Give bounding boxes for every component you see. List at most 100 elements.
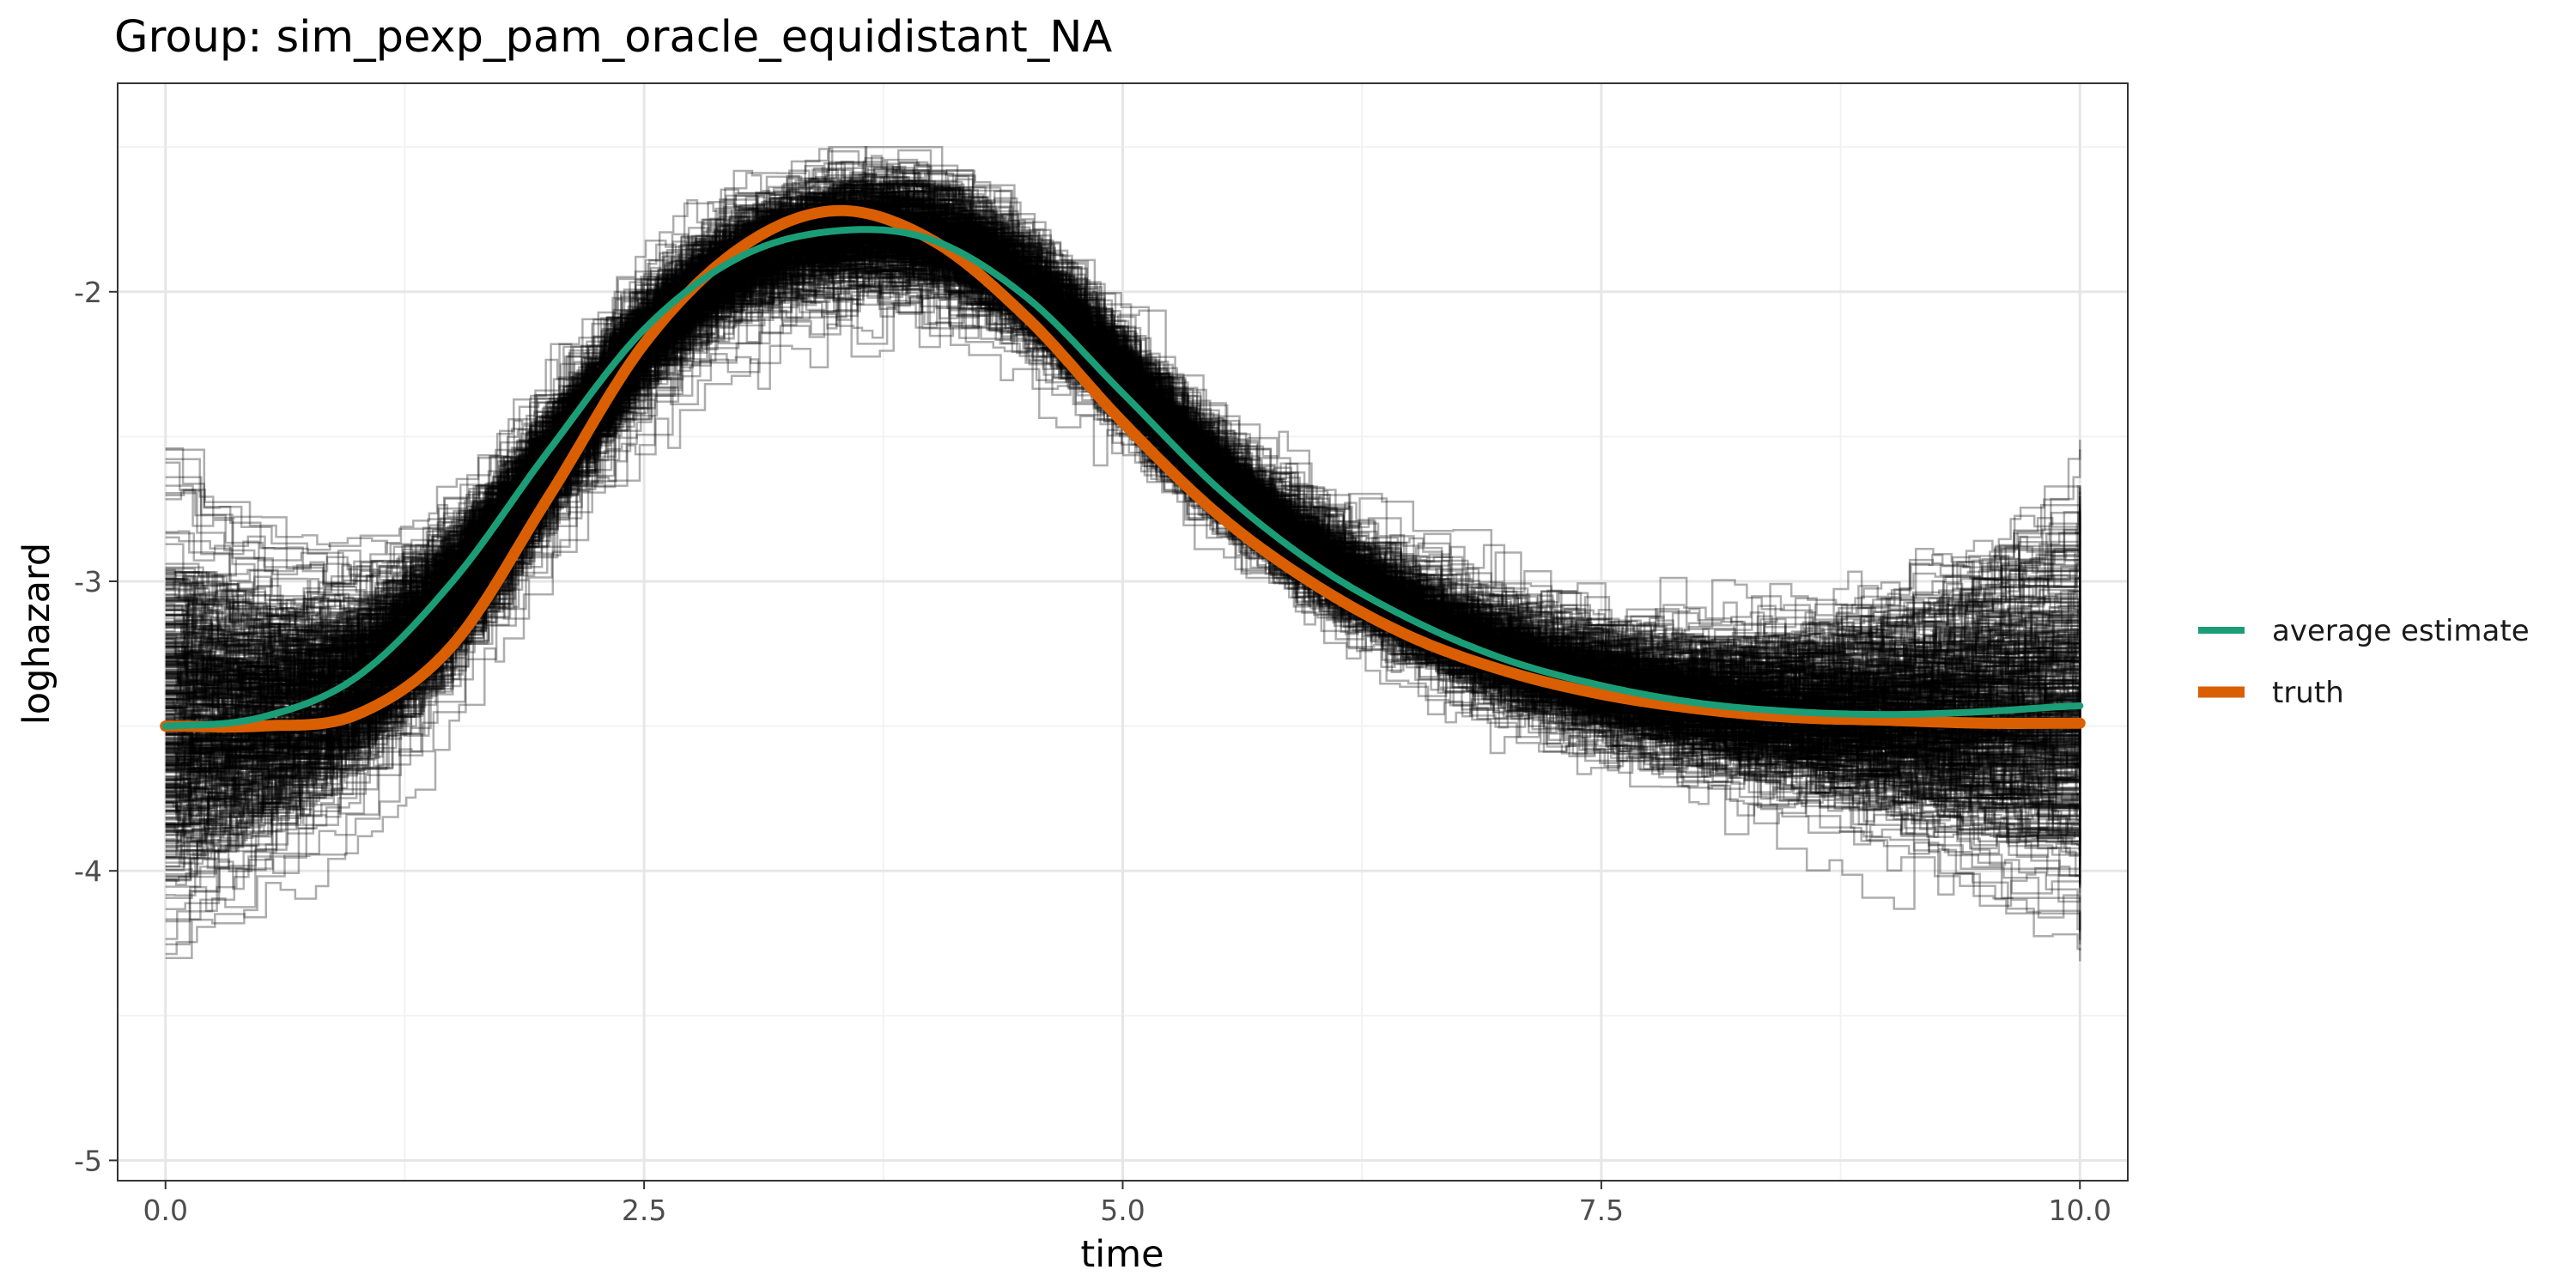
- simulation-run-line: [165, 216, 2081, 836]
- simulation-run-line: [165, 207, 2081, 865]
- simulation-run-line: [165, 191, 2081, 765]
- simulation-run-line: [165, 203, 2081, 931]
- legend-label: average estimate: [2272, 614, 2530, 648]
- simulation-run-line: [165, 238, 2081, 745]
- simulation-run-line: [165, 197, 2081, 720]
- simulation-run-line: [165, 230, 2081, 695]
- simulation-run-line: [165, 210, 2081, 817]
- simulation-run-line: [165, 176, 2081, 962]
- simulation-run-line: [165, 205, 2081, 761]
- simulation-run-line: [165, 187, 2081, 835]
- simulation-run-line: [165, 252, 2081, 772]
- simulation-run-line: [165, 155, 2081, 956]
- simulation-run-line: [165, 169, 2081, 791]
- legend: average estimate truth: [2198, 614, 2530, 710]
- simulation-run-line: [165, 246, 2081, 781]
- simulation-run-line: [165, 222, 2081, 884]
- simulation-run-line: [165, 214, 2081, 793]
- simulation-run-line: [165, 188, 2081, 751]
- simulation-run-line: [165, 182, 2081, 876]
- simulation-run-line: [165, 164, 2081, 836]
- simulation-run-line: [165, 224, 2081, 765]
- simulation-run-line: [165, 200, 2081, 766]
- simulation-run-line: [165, 169, 2081, 817]
- simulation-run-line: [165, 197, 2081, 762]
- simulation-run-line: [165, 220, 2081, 789]
- simulation-run-line: [165, 183, 2081, 779]
- simulation-run-line: [165, 234, 2081, 815]
- simulation-run-line: [165, 217, 2081, 910]
- simulation-run-line: [165, 217, 2081, 881]
- simulation-run-line: [165, 242, 2081, 723]
- simulation-run-line: [165, 187, 2081, 756]
- simulation-run-line: [165, 218, 2081, 836]
- simulation-run-line: [165, 229, 2081, 708]
- simulation-run-line: [165, 183, 2081, 776]
- simulation-run-line: [165, 210, 2081, 755]
- simulation-run-line: [165, 212, 2081, 792]
- simulation-run-line: [165, 212, 2081, 687]
- simulation-run-line: [165, 200, 2081, 831]
- y-axis-title: loghazard: [15, 543, 58, 725]
- simulation-run-line: [165, 283, 2081, 740]
- simulation-run-line: [165, 222, 2081, 715]
- simulation-run-line: [165, 186, 2081, 746]
- simulation-run-line: [165, 226, 2081, 713]
- simulation-run-line: [165, 234, 2081, 655]
- simulation-run-line: [165, 223, 2081, 842]
- simulation-run-line: [165, 251, 2081, 690]
- simulation-run-line: [165, 222, 2081, 773]
- simulation-run-line: [165, 211, 2081, 687]
- simulation-run-line: [165, 226, 2081, 884]
- simulation-run-line: [165, 191, 2081, 857]
- simulation-run-line: [165, 222, 2081, 748]
- simulation-run-line: [165, 168, 2081, 769]
- simulation-run-line: [165, 189, 2081, 758]
- simulation-run-line: [165, 217, 2081, 735]
- series-line-truth: [160, 204, 2086, 733]
- simulation-run-line: [165, 194, 2081, 753]
- y-axis: -5 -4 -3 -2: [74, 276, 118, 1177]
- simulation-run-line: [165, 221, 2081, 710]
- simulation-run-line: [165, 205, 2081, 772]
- simulation-run-line: [165, 189, 2081, 795]
- simulation-run-line: [165, 198, 2081, 866]
- simulation-run-line: [165, 195, 2081, 812]
- x-tick-label: 0.0: [143, 1194, 187, 1227]
- simulation-run-line: [165, 161, 2081, 799]
- simulation-run-line: [165, 265, 2081, 826]
- simulation-run-line: [165, 205, 2081, 786]
- simulation-run-line: [165, 195, 2081, 767]
- simulation-run-line: [165, 238, 2081, 752]
- simulation-run-line: [165, 230, 2081, 845]
- simulation-run-line: [165, 203, 2081, 829]
- simulation-run-line: [165, 220, 2081, 705]
- simulation-run-line: [165, 167, 2081, 786]
- simulation-run-line: [165, 233, 2081, 706]
- simulation-run-line: [165, 197, 2081, 805]
- simulation-run-line: [165, 204, 2081, 777]
- x-tick-label: 2.5: [622, 1194, 666, 1227]
- simulation-run-line: [165, 212, 2081, 787]
- simulation-run-line: [165, 172, 2081, 775]
- simulation-run-line: [165, 213, 2081, 878]
- simulation-run-line: [165, 183, 2081, 761]
- simulation-run-line: [165, 202, 2081, 751]
- simulation-run-line: [165, 215, 2081, 681]
- y-tick-label: -3: [74, 565, 102, 598]
- simulation-run-line: [165, 192, 2081, 735]
- simulation-run-line: [165, 225, 2081, 765]
- simulation-run-line: [165, 199, 2081, 878]
- simulation-run-line: [165, 227, 2081, 783]
- simulation-run-line: [165, 188, 2081, 770]
- simulation-run-line: [165, 234, 2081, 750]
- series-lines: [160, 204, 2086, 733]
- simulation-run-line: [165, 166, 2081, 821]
- simulation-run-line: [165, 169, 2081, 778]
- simulation-run-line: [165, 212, 2081, 737]
- simulation-run-line: [165, 222, 2081, 764]
- simulation-run-line: [165, 225, 2081, 796]
- simulation-run-line: [165, 203, 2081, 789]
